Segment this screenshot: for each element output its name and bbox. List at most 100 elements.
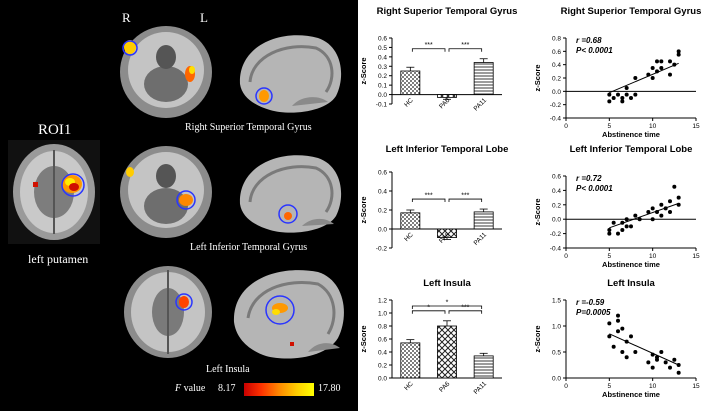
scatter-chart-2-point	[676, 202, 681, 207]
scatter-chart-2-xtick-label: 5	[608, 253, 612, 260]
scatter-chart-3-title: Left Insula	[607, 278, 655, 289]
bar-chart-2-ytick-label: -0.2	[376, 246, 388, 253]
scatter-chart-3-point	[616, 329, 620, 334]
bar-chart-1-category-label: HC	[403, 97, 415, 109]
bar-chart-1-bar	[400, 70, 421, 95]
scatter-chart-3-point	[616, 313, 620, 318]
scatter-chart-3-point	[676, 370, 681, 375]
scatter-chart-3-ytick-label: 0.5	[552, 350, 561, 357]
scatter-chart-3-point	[620, 326, 625, 331]
bar-chart-1-ytick-label: 0.2	[378, 73, 387, 80]
scatter-chart-3-xtick-label: 5	[608, 383, 612, 390]
bar-chart-3-category-label: PA11	[473, 380, 489, 396]
scatter-chart-1-xtick-label: 0	[564, 123, 568, 130]
scatter-chart-2-point	[607, 228, 612, 232]
bar-chart-3-significance-label: ***	[461, 304, 469, 311]
bar-chart-3-ytick-label: 1.2	[378, 298, 387, 305]
scatter-chart-3-point	[629, 334, 633, 339]
scatter-chart-1-point	[620, 99, 625, 104]
brain-imaging-panel: ROI1 left putamen R L Right Superior Tem…	[0, 0, 358, 411]
bar-chart-2-ytick-label: 0.4	[378, 189, 387, 196]
scatter-chart-3-stat-r: r =-0.59	[576, 298, 605, 307]
bar-chart-3-category-label: HC	[403, 380, 415, 392]
bar-chart-1-ytick-label: -0.1	[376, 102, 388, 109]
scatter-chart-1-ytick-label: 0.2	[552, 76, 561, 83]
scatter-chart-2-point	[607, 231, 612, 236]
bar-chart-1-ytick-label: 0.6	[378, 36, 387, 43]
scatter-chart-3-point	[672, 357, 677, 362]
colorbar-label: F value	[175, 383, 205, 394]
scatter-chart-1-stat-p: P< 0.0001	[576, 46, 613, 55]
scatter-chart-2-xtick-label: 0	[564, 253, 568, 260]
scatter-chart-2-point	[650, 206, 655, 211]
scatter-chart-2-point	[650, 217, 655, 222]
scatter-chart-3-xtick-label: 15	[692, 383, 700, 390]
bar-chart-3-bar	[400, 342, 421, 379]
scatter-chart-1-point	[607, 99, 612, 104]
scatter-chart-3-point	[611, 344, 616, 349]
bar-chart-2-ytick-label: 0.0	[378, 227, 387, 234]
scatter-chart-2-ytick-label: -0.4	[550, 246, 562, 253]
roi-axial-slice	[8, 140, 100, 244]
scatter-chart-3-xtick-label: 10	[649, 383, 657, 390]
scatter-chart-1-ylabel: z-Score	[533, 64, 542, 91]
scatter-chart-2-stat-p: P< 0.0001	[576, 184, 613, 193]
scatter-chart-2-ytick-label: 0.2	[552, 202, 561, 209]
itg-axial-slice	[120, 146, 212, 238]
scatter-chart-2-point	[620, 228, 625, 232]
scatter-chart-3-point	[659, 350, 664, 354]
scatter-chart-3-point	[620, 350, 625, 354]
scatter-chart-2-point	[659, 213, 664, 218]
bar-chart-3-ytick-label: 1.0	[378, 311, 387, 318]
bar-chart-1-title: Right Superior Temporal Gyrus	[377, 6, 518, 17]
scatter-chart-3-point	[607, 321, 612, 326]
colorbar-label-symbol: F	[175, 383, 182, 394]
scatter-chart-3-point	[676, 363, 681, 367]
scatter-chart-1-point	[668, 72, 672, 77]
stg-axial-slice	[120, 26, 212, 118]
bar-chart-3-ylabel: z-Score	[359, 325, 368, 352]
scatter-chart-1-point	[624, 92, 629, 97]
colorbar	[244, 383, 314, 396]
scatter-chart-1-point	[676, 49, 681, 54]
bar-chart-3-significance-label: *	[446, 300, 449, 307]
scatter-chart-2-point	[620, 220, 625, 225]
scatter-chart-1-point	[668, 59, 672, 64]
scatter-chart-2-point	[659, 202, 664, 207]
orientation-left: L	[200, 10, 208, 25]
bar-chart-3-category-label: PA6	[438, 380, 452, 394]
bar-chart-1-category-label: PA11	[473, 97, 489, 113]
scatter-chart-1-ytick-label: 0.0	[552, 89, 561, 96]
bar-chart-1-significance-label: ***	[461, 42, 469, 49]
scatter-chart-1-point	[629, 96, 633, 100]
bar-chart-1-bar	[473, 62, 494, 95]
bar-chart-1-ytick-label: 0.1	[378, 83, 387, 90]
scatter-chart-2-fit-line	[609, 202, 679, 229]
scatter-chart-1-ytick-label: 0.6	[552, 49, 561, 56]
scatter-chart-1-title: Right Superior Temporal Gyrus	[561, 6, 702, 17]
bar-chart-3-bar	[473, 355, 494, 379]
scatter-chart-2-point	[624, 217, 629, 222]
scatter-chart-3-point	[607, 334, 612, 339]
bar-chart-1-ytick-label: 0.0	[378, 92, 387, 99]
scatter-chart-2-point	[633, 213, 638, 218]
scatter-chart-3-point	[624, 339, 629, 344]
scatter-chart-1-point	[633, 92, 638, 97]
bar-chart-2-category-label: HC	[403, 231, 415, 243]
bar-chart-3-ytick-label: 0.0	[378, 376, 387, 383]
scatter-chart-3-fit-line	[609, 333, 679, 366]
bar-chart-1-bar	[437, 94, 457, 98]
bar-chart-1-category-label: PA6	[438, 97, 452, 111]
roi-title: ROI1	[38, 122, 72, 138]
bar-chart-2-category-label: PA11	[473, 231, 489, 247]
scatter-chart-1-point	[650, 66, 655, 70]
scatter-chart-2-point	[611, 220, 616, 225]
colorbar-max: 17.80	[318, 383, 341, 394]
scatter-chart-2-stat-r: r =0.72	[576, 174, 602, 183]
bar-chart-1-significance-label: ***	[425, 42, 433, 49]
bar-chart-2-significance-bracket	[448, 198, 483, 203]
bar-chart-3-significance-label: *	[427, 304, 430, 311]
scatter-chart-2-point	[616, 231, 620, 236]
bar-chart-1-ytick-label: 0.3	[378, 64, 387, 71]
scatter-chart-2-point	[676, 195, 681, 200]
